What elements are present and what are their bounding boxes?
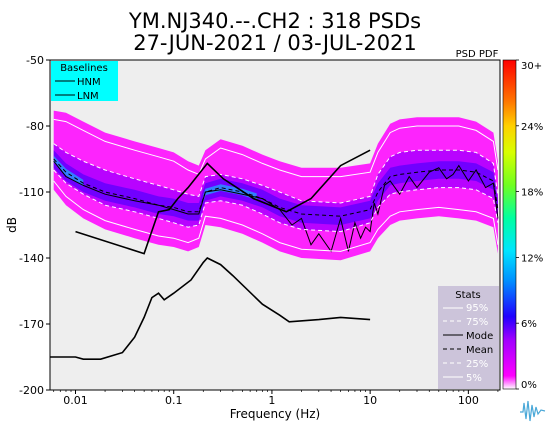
x-tick-label-2: 1 bbox=[268, 394, 275, 407]
y-tick-label-2: -110 bbox=[19, 186, 44, 199]
y-tick-label-4: -170 bbox=[19, 318, 44, 331]
hnm-legend-label: HNM bbox=[77, 77, 101, 88]
colorbar-tick-label-4: 6% bbox=[521, 319, 537, 330]
colorbar-tick-label-5: 0% bbox=[521, 380, 537, 391]
p5-legend-label: 5% bbox=[466, 373, 482, 384]
baselines-legend-title: Baselines bbox=[60, 63, 108, 74]
hnm-line bbox=[75, 149, 371, 255]
x-tick-label-1: 0.1 bbox=[165, 394, 183, 407]
p25-legend-label: 25% bbox=[466, 359, 488, 370]
y-axis-label: dB bbox=[5, 217, 19, 233]
colorbar-tick-label-0: 30+ bbox=[521, 61, 542, 72]
colorbar-tick-label-3: 12% bbox=[521, 253, 543, 264]
lnm-legend-label: LNM bbox=[77, 91, 99, 102]
logo-icon bbox=[518, 395, 548, 423]
colorbar-tick-label-1: 24% bbox=[521, 122, 543, 133]
pdf-outer-band bbox=[53, 110, 498, 261]
y-tick-label-5: -200 bbox=[19, 384, 44, 397]
p75-legend-label: 75% bbox=[466, 317, 488, 328]
mean-legend-label: Mean bbox=[466, 345, 493, 356]
chart-subtitle: 27-JUN-2021 / 03-JUL-2021 bbox=[133, 31, 417, 55]
x-tick-label-3: 10 bbox=[363, 394, 377, 407]
y-tick-label-3: -140 bbox=[19, 252, 44, 265]
p95-legend-label: 95% bbox=[466, 303, 488, 314]
x-tick-label-4: 100 bbox=[458, 394, 479, 407]
stats-legend-box bbox=[438, 286, 499, 389]
x-tick-label-0: 0.01 bbox=[63, 394, 88, 407]
colorbar-title: PSD PDF bbox=[456, 49, 499, 60]
x-axis-label: Frequency (Hz) bbox=[230, 407, 321, 421]
stats-legend: Stats 95% 75% Mode Mean 25% 5% bbox=[438, 286, 499, 389]
mode-line bbox=[53, 160, 499, 253]
y-tick-label-0: -50 bbox=[26, 54, 44, 67]
p95-line bbox=[53, 118, 499, 178]
pdf-density-layer bbox=[53, 110, 498, 261]
p25-line bbox=[53, 169, 499, 233]
mean-line bbox=[53, 158, 499, 217]
mode-legend-label: Mode bbox=[466, 331, 493, 342]
baselines-legend: Baselines HNM LNM bbox=[51, 61, 118, 102]
colorbar-ticks: 30+ 24% 18% 12% 6% 0% bbox=[516, 59, 543, 391]
stats-legend-title: Stats bbox=[455, 290, 481, 301]
pdf-core-band bbox=[53, 150, 498, 225]
y-tick-label-1: -80 bbox=[26, 120, 44, 133]
chart-title: YM.NJ340.--.CH2 : 318 PSDs bbox=[128, 9, 421, 33]
p75-line bbox=[53, 143, 499, 204]
stats-lines-layer bbox=[50, 118, 499, 361]
colorbar-tick-label-2: 18% bbox=[521, 188, 543, 199]
p5-line bbox=[53, 180, 499, 252]
lnm-line bbox=[50, 257, 371, 361]
colorbar bbox=[502, 59, 517, 390]
axis-ticks-layer: -50 -80 -110 -140 -170 -200 0.01 0.1 1 10 100 bbox=[19, 54, 499, 407]
